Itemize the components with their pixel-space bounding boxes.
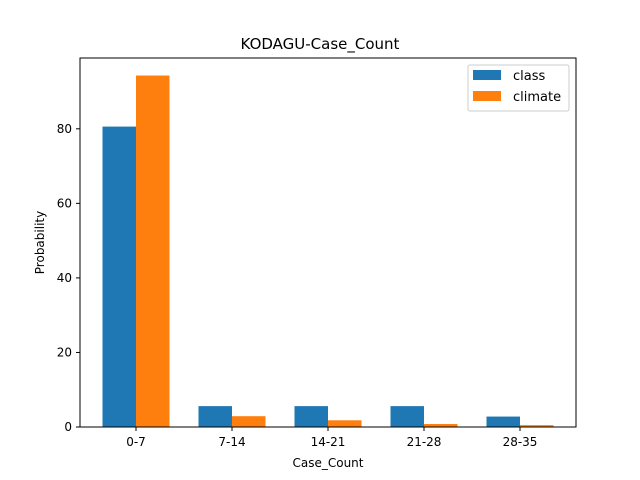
bar-climate-21-28 [424,424,458,427]
legend: class climate [467,64,570,112]
x-tick-label: 28-35 [503,435,538,449]
legend-swatch-climate [473,91,501,101]
bar-class-14-21 [294,406,328,427]
y-tick-label: 20 [57,345,72,359]
y-tick-label: 80 [57,122,72,136]
bar-class-28-35 [486,416,520,427]
legend-label-class: class [513,69,545,84]
x-axis-label: Case_Count [292,456,363,470]
legend-label-climate: climate [513,90,561,105]
bar-climate-14-21 [328,420,362,427]
bar-climate-7-14 [232,416,266,427]
x-axis-ticks: 0-7 7-14 14-21 21-28 28-35 [126,427,537,449]
y-tick-label: 0 [64,420,72,434]
x-tick-label: 14-21 [311,435,346,449]
x-tick-label: 7-14 [218,435,245,449]
bar-climate-0-7 [136,75,170,427]
x-tick-label: 0-7 [126,435,146,449]
bar-class-7-14 [198,406,232,427]
bars-group [102,75,554,427]
y-tick-label: 40 [57,271,72,285]
legend-swatch-class [473,70,501,80]
y-axis-label: Probability [33,211,47,274]
bar-class-21-28 [390,406,424,427]
y-axis-ticks: 0 20 40 60 80 [57,122,80,434]
x-tick-label: 21-28 [407,435,442,449]
plot-frame [79,57,577,428]
bar-class-0-7 [102,126,136,427]
bar-climate-28-35 [520,425,554,427]
chart-title: KODAGU-Case_Count [241,35,400,54]
y-tick-label: 60 [57,196,72,210]
